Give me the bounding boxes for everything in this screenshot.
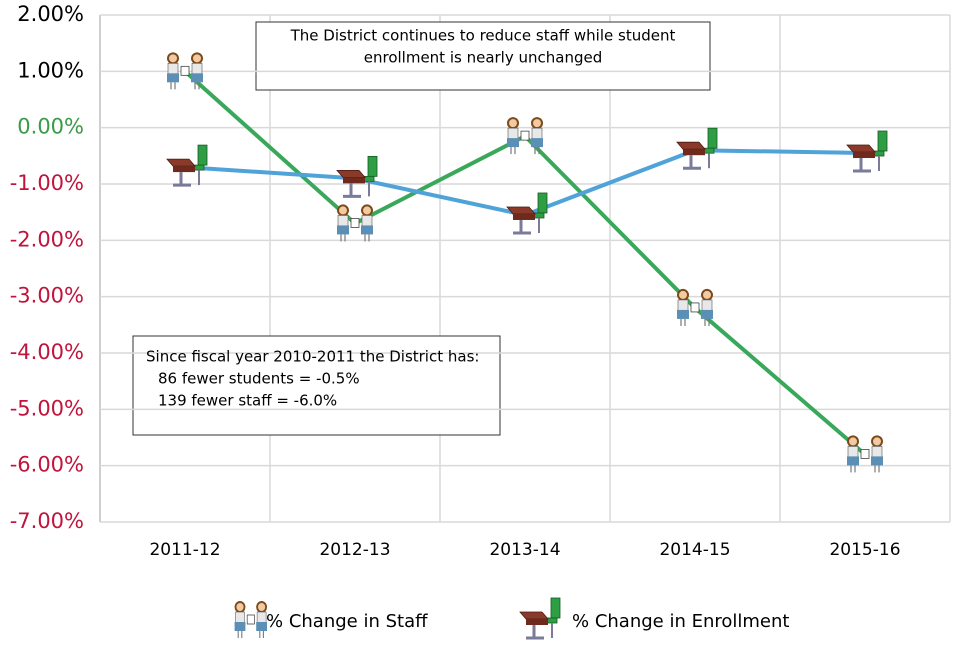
y-tick-label: -7.00% [10, 509, 84, 533]
x-tick-label: 2012-13 [319, 540, 390, 560]
book [691, 303, 699, 312]
head [678, 290, 688, 300]
chair-back [538, 193, 547, 213]
book [247, 615, 254, 624]
data-marker [337, 156, 377, 196]
skirt [337, 225, 349, 234]
head [872, 436, 882, 446]
x-tick-label: 2014-15 [659, 540, 730, 560]
book [351, 218, 359, 227]
x-tick-label: 2015-16 [829, 540, 900, 560]
skirt [191, 73, 203, 82]
legend-label: % Change in Enrollment [572, 611, 789, 632]
head [362, 205, 372, 215]
desk-top [677, 142, 705, 149]
x-tick-label: 2013-14 [489, 540, 560, 560]
desk-side [526, 619, 548, 625]
desk-side [343, 177, 365, 183]
data-marker [847, 131, 887, 171]
data-marker [847, 436, 883, 472]
chart: 2.00% 1.00% 0.00% -1.00% -2.00% -3.00% -4.00% -… [0, 0, 953, 647]
legend-label: % Change in Staff [266, 611, 428, 632]
data-marker [507, 193, 547, 233]
skirt [235, 622, 246, 631]
desk-top [167, 159, 195, 166]
head [702, 290, 712, 300]
head [508, 118, 518, 128]
chair-back [708, 128, 717, 148]
book [861, 449, 869, 458]
annotation-text: Since fiscal year 2010-2011 the District… [146, 348, 479, 366]
head [192, 53, 202, 63]
y-tick-label: -6.00% [10, 453, 84, 477]
y-tick-label: 1.00% [17, 58, 84, 82]
y-tick-label: -3.00% [10, 284, 84, 308]
data-marker [677, 128, 717, 168]
chair-back [368, 156, 377, 176]
y-tick-label: -5.00% [10, 396, 84, 420]
head [848, 436, 858, 446]
data-marker [337, 205, 373, 241]
y-tick-label: -1.00% [10, 171, 84, 195]
skirt [507, 138, 519, 147]
annotation-text: 86 fewer students = -0.5% [158, 370, 360, 388]
annotation-text: The District continues to reduce staff w… [290, 27, 676, 45]
annotation-text: 139 fewer staff = -6.0% [158, 392, 337, 410]
y-tick-label: -2.00% [10, 227, 84, 251]
desk-side [513, 214, 535, 220]
skirt [167, 73, 179, 82]
desk-side [683, 149, 705, 155]
grid-verticals [100, 15, 950, 522]
skirt [531, 138, 543, 147]
chair-back [878, 131, 887, 151]
head [257, 602, 266, 612]
head [532, 118, 542, 128]
data-marker [167, 145, 207, 185]
head [168, 53, 178, 63]
book [181, 66, 189, 75]
skirt [361, 225, 373, 234]
chair-back [551, 598, 560, 618]
desk-top [520, 612, 548, 619]
skirt [677, 310, 689, 319]
y-tick-label: 2.00% [17, 2, 84, 26]
legend-icon [520, 598, 560, 638]
skirt [701, 310, 713, 319]
skirt [871, 456, 883, 465]
desk-side [173, 166, 195, 172]
y-tick-label: 0.00% [17, 115, 84, 139]
head [338, 205, 348, 215]
chair-back [198, 145, 207, 165]
legend-icon [235, 602, 267, 638]
desk-side [853, 152, 875, 158]
y-tick-label: -4.00% [10, 340, 84, 364]
x-tick-label: 2011-12 [149, 540, 220, 560]
annotation-text: enrollment is nearly unchanged [364, 49, 602, 67]
book [521, 131, 529, 140]
skirt [847, 456, 859, 465]
head [236, 602, 245, 612]
